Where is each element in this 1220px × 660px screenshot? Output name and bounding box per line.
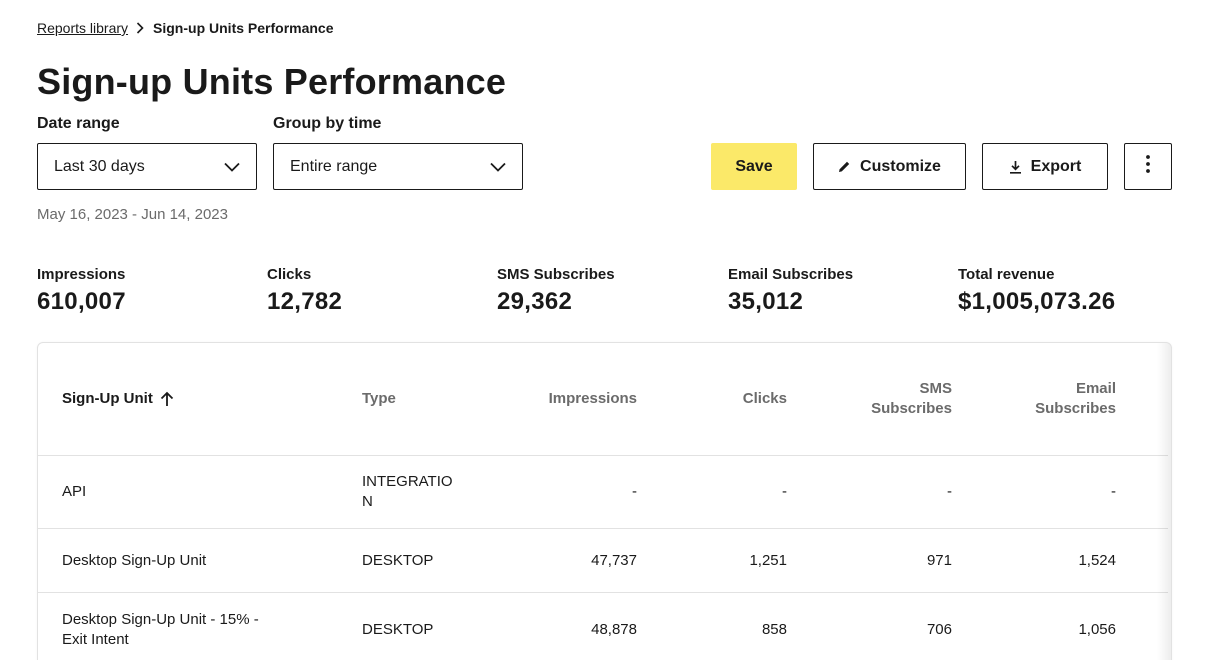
- table-row[interactable]: Desktop Sign-Up Unit DESKTOP 47,737 1,25…: [38, 529, 1168, 593]
- column-header-line: Subscribes: [1035, 400, 1116, 417]
- table-row[interactable]: Desktop Sign-Up Unit - 15% - Exit Intent…: [38, 593, 1168, 660]
- column-header-line: Email: [1075, 380, 1116, 397]
- metric-label: Impressions: [37, 266, 126, 283]
- customize-button[interactable]: Customize: [813, 143, 966, 190]
- metric-value: 35,012: [728, 288, 804, 315]
- cell-impressions: 48,878: [591, 621, 637, 638]
- save-button[interactable]: Save: [711, 143, 797, 190]
- cell-line: N: [362, 493, 373, 510]
- cell-sms-subscribes: 971: [926, 552, 952, 569]
- cell-email-subscribes: -: [1111, 483, 1116, 500]
- column-header-type[interactable]: Type: [362, 390, 396, 407]
- cell-clicks: 1,251: [749, 552, 787, 569]
- scroll-shadow: [1157, 343, 1171, 660]
- cell-unit: API: [62, 483, 87, 500]
- cell-unit: Desktop Sign-Up Unit - 15% - Exit Intent: [62, 610, 259, 650]
- cell-clicks: -: [782, 483, 787, 500]
- pencil-icon: [838, 160, 851, 173]
- metric-label: SMS Subscribes: [497, 266, 615, 283]
- export-button[interactable]: Export: [982, 143, 1108, 190]
- column-header-impressions[interactable]: Impressions: [548, 390, 637, 407]
- metric-value: 12,782: [267, 288, 343, 315]
- column-header-sms-subscribes[interactable]: SMS Subscribes: [828, 379, 952, 419]
- metric-email-subscribes: Email Subscribes 35,012: [728, 266, 853, 317]
- chevron-right-icon: [136, 22, 144, 34]
- group-by-time-value: Entire range: [290, 157, 378, 175]
- cell-line: Desktop Sign-Up Unit - 15% -: [62, 611, 259, 628]
- metric-label: Total revenue: [958, 266, 1055, 283]
- cell-type: DESKTOP: [362, 621, 434, 638]
- cell-line: Exit Intent: [62, 631, 129, 648]
- metric-value: 29,362: [497, 288, 573, 315]
- cell-type: DESKTOP: [362, 552, 434, 569]
- save-button-label: Save: [735, 157, 773, 175]
- metric-label: Clicks: [267, 266, 312, 283]
- metric-total-revenue: Total revenue $1,005,073.26: [958, 266, 1115, 317]
- export-button-label: Export: [1030, 157, 1082, 175]
- date-range-select[interactable]: Last 30 days: [37, 143, 257, 190]
- metric-value: 610,007: [37, 288, 126, 315]
- group-by-time-select[interactable]: Entire range: [273, 143, 523, 190]
- breadcrumb-current: Sign-up Units Performance: [153, 20, 334, 36]
- metric-clicks: Clicks 12,782: [267, 266, 342, 317]
- breadcrumb-reports-library-link[interactable]: Reports library: [37, 20, 129, 36]
- cell-email-subscribes: 1,056: [1078, 621, 1116, 638]
- table-header: Sign-Up Unit Type Impressions Clicks SMS…: [38, 343, 1168, 456]
- metric-impressions: Impressions 610,007: [37, 266, 126, 317]
- chevron-down-icon: [490, 162, 506, 172]
- page-title: Sign-up Units Performance: [37, 61, 507, 102]
- arrow-up-icon: [160, 391, 174, 407]
- column-header-label: Sign-Up Unit: [62, 390, 153, 407]
- cell-sms-subscribes: 706: [926, 621, 952, 638]
- cell-type: INTEGRATIO N: [362, 472, 453, 512]
- metric-sms-subscribes: SMS Subscribes 29,362: [497, 266, 615, 317]
- metric-value: $1,005,073.26: [958, 288, 1116, 315]
- column-header-clicks[interactable]: Clicks: [742, 390, 787, 407]
- column-header-email-subscribes[interactable]: Email Subscribes: [992, 379, 1116, 419]
- cell-sms-subscribes: -: [947, 483, 952, 500]
- download-icon: [1009, 160, 1022, 174]
- column-header-line: SMS: [919, 380, 952, 397]
- table-row[interactable]: API INTEGRATIO N - - - -: [38, 456, 1168, 529]
- chevron-down-icon: [224, 162, 240, 172]
- column-header-line: Subscribes: [871, 400, 952, 417]
- column-header-sign-up-unit[interactable]: Sign-Up Unit: [62, 389, 174, 409]
- metric-label: Email Subscribes: [728, 266, 854, 283]
- group-by-time-label: Group by time: [273, 115, 382, 132]
- more-vertical-icon: [1145, 154, 1151, 179]
- more-options-button[interactable]: [1124, 143, 1172, 190]
- cell-line: INTEGRATIO: [362, 473, 453, 490]
- cell-impressions: 47,737: [591, 552, 637, 569]
- date-range-label: Date range: [37, 115, 120, 132]
- cell-unit: Desktop Sign-Up Unit: [62, 552, 207, 569]
- breadcrumb: Reports library Sign-up Units Performanc…: [37, 19, 334, 37]
- cell-clicks: 858: [761, 621, 787, 638]
- customize-button-label: Customize: [860, 157, 941, 175]
- date-range-text: May 16, 2023 - Jun 14, 2023: [37, 206, 228, 223]
- report-table: Sign-Up Unit Type Impressions Clicks SMS…: [37, 342, 1172, 660]
- date-range-value: Last 30 days: [54, 157, 145, 175]
- cell-impressions: -: [632, 483, 637, 500]
- cell-email-subscribes: 1,524: [1078, 552, 1116, 569]
